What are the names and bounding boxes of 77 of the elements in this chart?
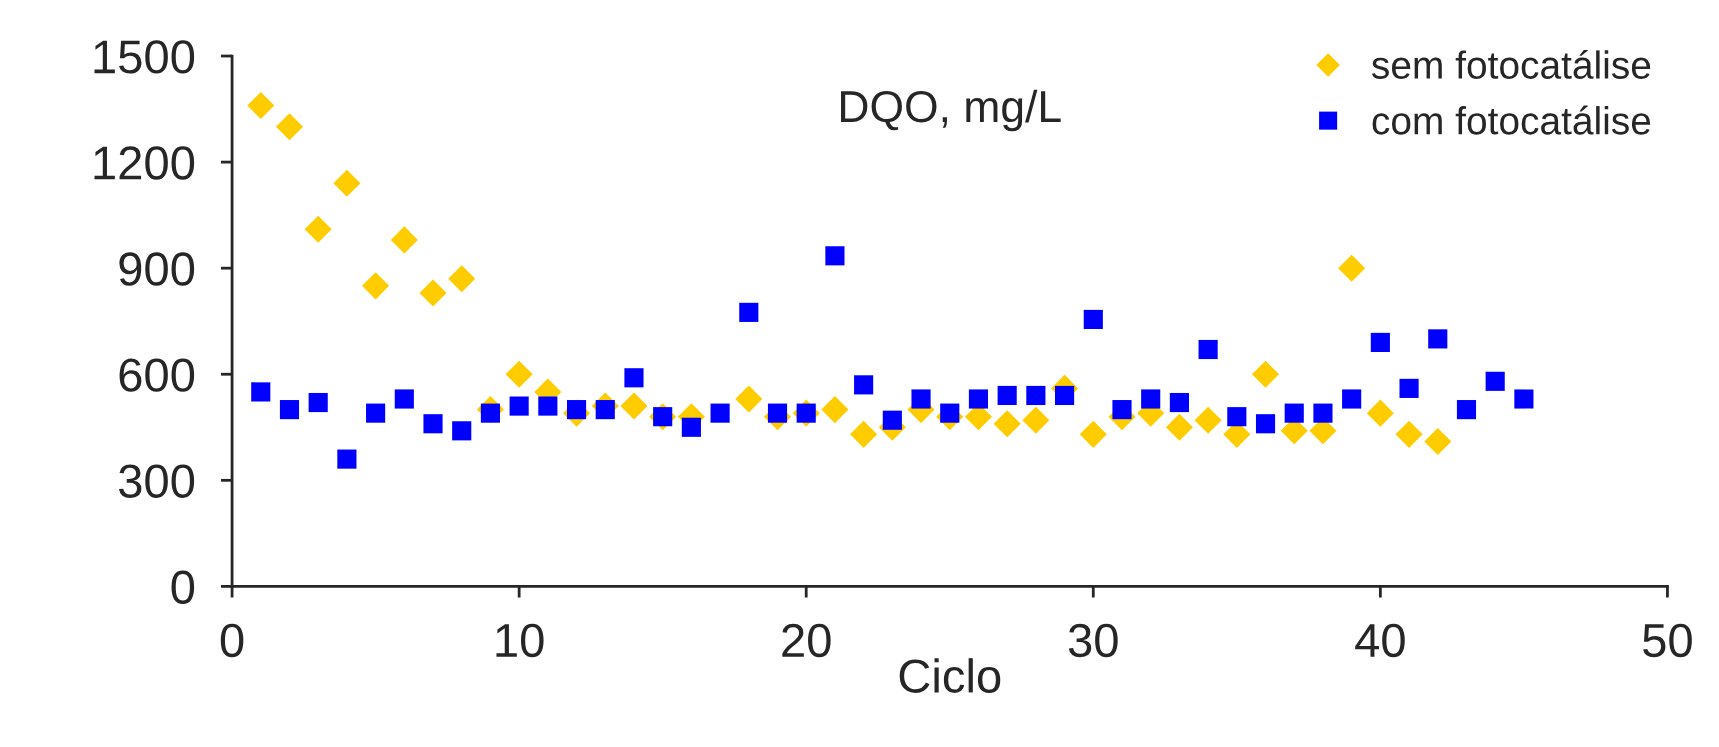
point bbox=[1055, 385, 1075, 406]
x-tick-label: 30 bbox=[1068, 623, 1118, 658]
point bbox=[390, 226, 418, 254]
point bbox=[710, 403, 730, 423]
point bbox=[911, 389, 931, 409]
legend-label: com fotocatálise bbox=[1372, 105, 1651, 135]
point bbox=[1227, 407, 1247, 427]
point bbox=[275, 113, 304, 141]
point bbox=[1338, 254, 1366, 282]
point bbox=[1284, 403, 1304, 423]
point bbox=[1141, 389, 1161, 409]
point bbox=[1165, 413, 1193, 441]
y-tick-label: 600 bbox=[119, 358, 195, 392]
point bbox=[1399, 378, 1419, 398]
y-tick-label: 900 bbox=[119, 252, 195, 286]
point bbox=[333, 169, 361, 197]
point bbox=[1485, 371, 1505, 391]
point bbox=[624, 368, 644, 388]
y-tick-label: 300 bbox=[118, 464, 195, 498]
point bbox=[681, 417, 701, 437]
point bbox=[1169, 392, 1189, 413]
x-tick-label: 50 bbox=[1643, 623, 1692, 658]
y-tick-label: 1500 bbox=[94, 40, 195, 74]
point bbox=[997, 385, 1017, 406]
point bbox=[362, 272, 390, 300]
point bbox=[448, 265, 476, 293]
point bbox=[968, 389, 989, 409]
point bbox=[509, 396, 529, 416]
point bbox=[279, 400, 300, 420]
point bbox=[1456, 400, 1477, 420]
point bbox=[993, 410, 1021, 438]
point bbox=[825, 246, 845, 266]
point bbox=[1198, 339, 1218, 360]
point bbox=[247, 91, 275, 120]
point bbox=[620, 392, 648, 420]
point bbox=[1514, 389, 1534, 409]
y-tick-label: 1200 bbox=[94, 146, 195, 180]
x-tick-label: 40 bbox=[1355, 623, 1405, 658]
x-tick-label: 20 bbox=[782, 623, 831, 658]
point bbox=[850, 420, 878, 448]
point bbox=[1026, 385, 1046, 406]
point bbox=[505, 360, 533, 388]
point bbox=[739, 302, 759, 322]
point bbox=[1370, 332, 1390, 352]
point bbox=[1194, 406, 1222, 434]
point bbox=[1395, 420, 1423, 448]
point bbox=[1313, 403, 1333, 423]
legend-label: sem fotocatálise bbox=[1371, 49, 1651, 79]
text: DQO, mg/L bbox=[841, 89, 1061, 132]
point bbox=[251, 382, 271, 402]
point bbox=[366, 403, 386, 423]
point bbox=[821, 396, 849, 424]
point bbox=[1424, 427, 1452, 455]
point bbox=[1022, 406, 1050, 434]
point bbox=[419, 279, 447, 307]
point bbox=[1251, 360, 1280, 388]
point bbox=[394, 389, 414, 409]
point bbox=[1255, 414, 1276, 434]
point bbox=[1428, 329, 1448, 349]
point bbox=[735, 385, 763, 413]
x-tick-label: 10 bbox=[496, 623, 544, 658]
point bbox=[538, 396, 558, 416]
point bbox=[1083, 309, 1103, 330]
y-tick-label: 0 bbox=[171, 570, 195, 604]
point bbox=[1342, 389, 1362, 409]
x-axis-title: Ciclo bbox=[899, 658, 1001, 693]
point bbox=[882, 410, 902, 430]
point bbox=[1112, 400, 1132, 420]
point bbox=[337, 449, 357, 469]
x-tick-label: 0 bbox=[220, 623, 244, 658]
point bbox=[452, 421, 472, 441]
point bbox=[1079, 420, 1107, 448]
point bbox=[308, 392, 328, 413]
point bbox=[1366, 399, 1394, 427]
point bbox=[854, 375, 874, 395]
point bbox=[423, 414, 443, 434]
point bbox=[304, 215, 332, 243]
